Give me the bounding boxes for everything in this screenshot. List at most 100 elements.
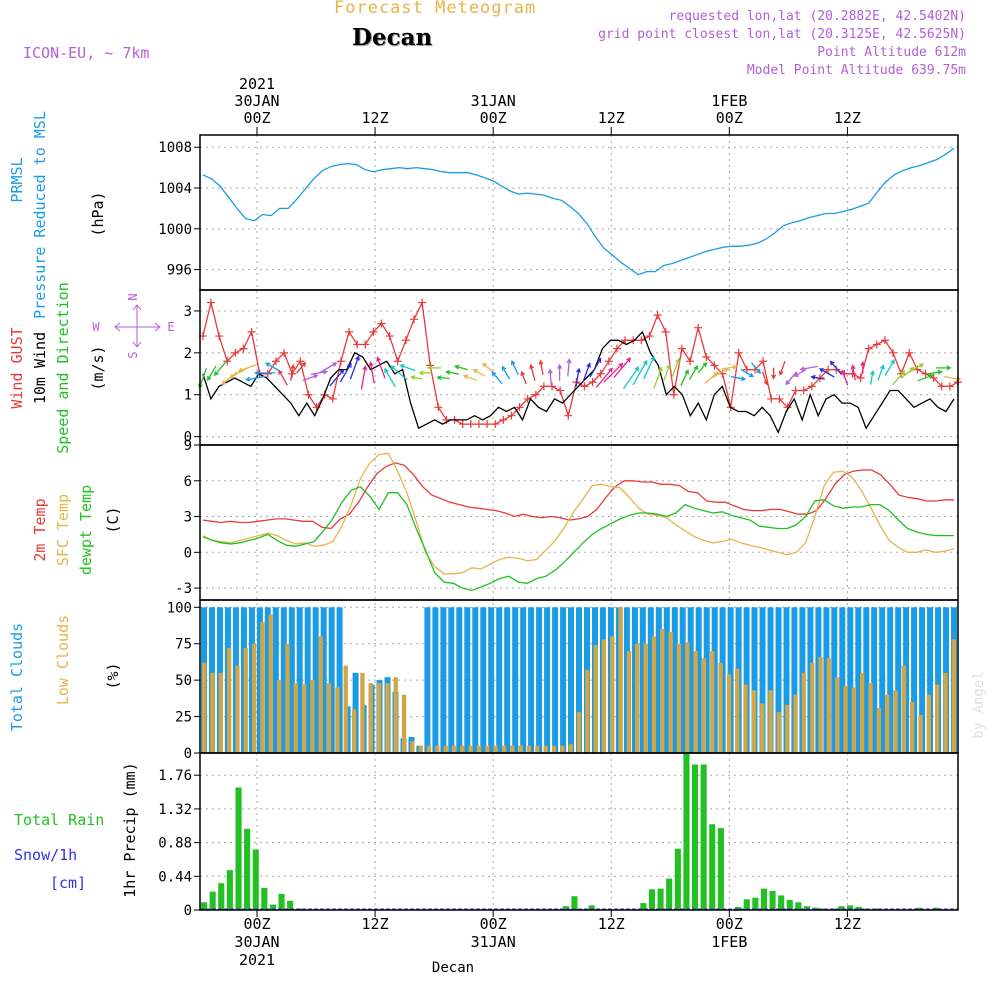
wind-direction-arrow — [785, 371, 798, 386]
clouds-ytick-label: 0 — [184, 746, 192, 762]
total-cloud-bar — [847, 607, 854, 753]
temperature-ytick-label: -3 — [175, 581, 192, 597]
wind-gust-marker — [645, 332, 654, 341]
pressure-unit-label: (hPa) — [89, 191, 107, 236]
pressure-ytick-label: 996 — [167, 263, 192, 279]
low-cloud-bar — [951, 639, 956, 753]
low-cloud-bar — [368, 683, 373, 753]
wind-direction-arrow — [339, 362, 352, 383]
top-time-label: 12Z — [598, 109, 625, 127]
precip-label-snow: Snow/1h — [14, 846, 77, 864]
low-cloud-bar — [318, 636, 323, 753]
wind-direction-arrow — [704, 371, 719, 384]
low-cloud-bar — [351, 709, 357, 753]
wind-direction-arrow — [936, 365, 952, 371]
wind-direction-arrow — [680, 369, 689, 386]
low-cloud-bar — [868, 683, 873, 753]
low-cloud-bar — [926, 694, 931, 753]
wind-direction-arrow — [444, 369, 460, 375]
wind-gust-marker — [775, 394, 784, 403]
low-cloud-bar — [618, 607, 623, 753]
low-cloud-bar — [776, 712, 781, 753]
total-cloud-bar — [663, 607, 670, 753]
wind-direction-arrow — [575, 367, 581, 388]
wind-gust-marker — [409, 315, 418, 324]
low-cloud-bar — [335, 687, 340, 753]
wind-direction-arrow — [254, 370, 276, 376]
wind-direction-arrow — [290, 363, 296, 381]
wind-direction-arrow — [926, 369, 943, 375]
wind-gust-marker — [336, 357, 345, 366]
low-cloud-bar — [751, 690, 757, 753]
top-time-label: 00Z — [243, 109, 270, 127]
top-time-label: 30JAN — [234, 92, 279, 110]
wind-gust-marker — [604, 357, 613, 366]
wind-label-gust: Wind GUST — [8, 327, 26, 408]
wind-direction-arrow — [613, 357, 632, 379]
wind-gust-marker — [466, 420, 475, 429]
total-cloud-bar — [544, 607, 551, 753]
rain-bar — [700, 764, 707, 910]
total-cloud-bar — [304, 607, 311, 753]
temperature-y-axis: -3 0 3 6 9 — [175, 438, 958, 597]
wind-direction-arrow — [310, 369, 329, 376]
rain-bar — [933, 907, 940, 910]
clouds-ytick-label: 50 — [175, 673, 192, 689]
low-cloud-bar — [526, 745, 532, 753]
rain-bar — [795, 902, 802, 910]
wind-gust-marker — [507, 411, 516, 420]
precip-label-cm: [cm] — [50, 874, 86, 892]
wind-gust-marker — [280, 348, 289, 357]
temp-sfc-line — [202, 452, 955, 575]
wind-gust-marker — [304, 390, 313, 399]
total-cloud-bar — [695, 607, 702, 753]
rain-bar — [838, 906, 845, 910]
wind-direction-arrow — [750, 362, 761, 375]
rain-bar — [786, 900, 793, 910]
wind-gust-marker — [393, 357, 402, 366]
total-cloud-bar — [320, 607, 327, 753]
low-cloud-bar — [551, 745, 557, 753]
total-cloud-bar — [791, 607, 798, 753]
total-cloud-bar — [895, 607, 902, 753]
low-cloud-bar — [227, 648, 232, 753]
wind-gust-marker — [694, 323, 703, 332]
low-cloud-bar — [485, 745, 490, 753]
low-cloud-bar — [743, 684, 748, 753]
temperature-ytick-label: 3 — [184, 510, 192, 526]
wind-direction-arrow — [244, 375, 267, 382]
wind-gust-markers — [198, 298, 962, 429]
wind-gust-marker — [799, 386, 808, 395]
wind-gust-marker — [734, 348, 743, 357]
rain-bar — [717, 828, 724, 910]
wind-gust-marker — [556, 386, 565, 395]
top-time-label: 12Z — [362, 109, 389, 127]
wind-direction-arrow — [632, 359, 648, 386]
wind-direction-arrow — [207, 365, 217, 382]
total-cloud-bar — [280, 607, 287, 753]
low-cloud-bar — [410, 741, 415, 753]
low-cloud-bar — [693, 651, 698, 753]
wind-direction-arrow — [622, 366, 640, 390]
total-cloud-bar — [887, 607, 894, 753]
total-cloud-bar — [560, 607, 567, 753]
wind-direction-arrow — [730, 376, 747, 382]
wind-direction-arrow — [603, 362, 624, 383]
wind-direction-arrow — [740, 368, 755, 378]
wind-direction-arrow — [566, 358, 572, 377]
pressure-ytick-label: 1004 — [158, 181, 192, 197]
compass-w: W — [92, 320, 100, 334]
total-cloud-bar — [472, 607, 479, 753]
cloud-label-low: Low Clouds — [54, 615, 72, 705]
low-cloud-bar — [535, 745, 540, 753]
low-cloud-bar — [518, 745, 523, 753]
wind-gust-marker — [905, 348, 914, 357]
low-cloud-bar — [885, 694, 890, 753]
low-cloud-bar — [601, 639, 607, 753]
total-cloud-bar — [687, 607, 694, 753]
low-cloud-bar — [310, 680, 315, 753]
rain-bar — [252, 849, 259, 910]
low-cloud-bars — [202, 607, 956, 753]
low-cloud-bar — [260, 621, 265, 753]
